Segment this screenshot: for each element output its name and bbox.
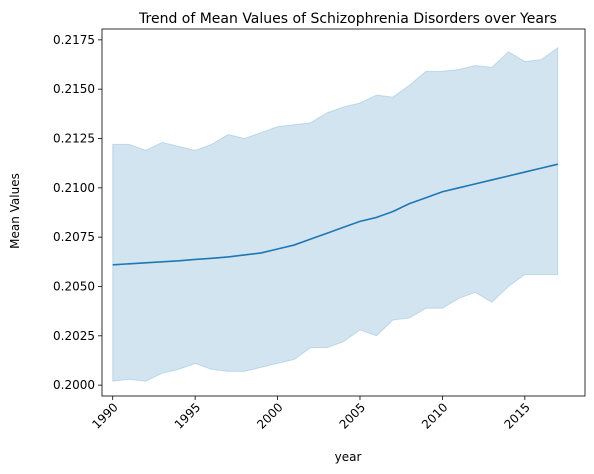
y-tick-label: 0.2100 <box>53 181 95 195</box>
y-tick-label: 0.2075 <box>53 230 95 244</box>
y-tick-label: 0.2050 <box>53 279 95 293</box>
y-tick-label: 0.2125 <box>53 132 95 146</box>
y-tick-label: 0.2000 <box>53 378 95 392</box>
y-tick-label: 0.2150 <box>53 82 95 96</box>
chart-title: Trend of Mean Values of Schizophrenia Di… <box>138 11 557 27</box>
y-tick-label: 0.2175 <box>53 33 95 47</box>
x-axis-label: year <box>335 450 362 464</box>
y-tick-label: 0.2025 <box>53 329 95 343</box>
y-axis-label: Mean Values <box>8 173 22 249</box>
